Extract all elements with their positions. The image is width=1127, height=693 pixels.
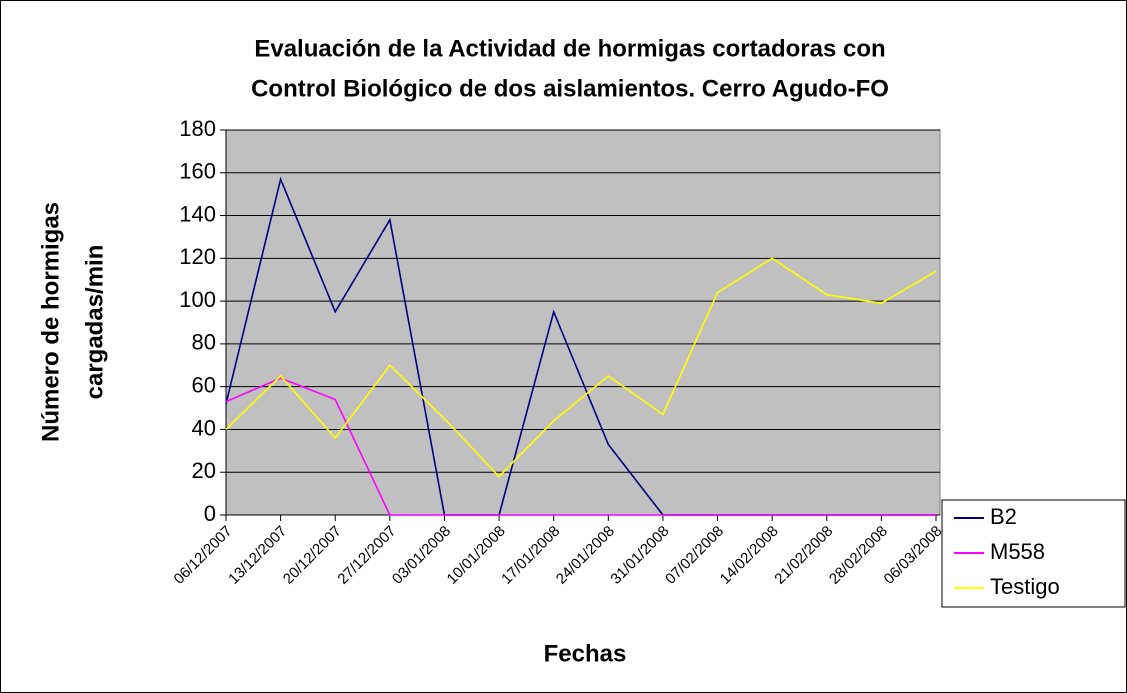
legend-label: Testigo — [990, 574, 1060, 599]
y-tick-label: 180 — [179, 116, 216, 141]
plot-area — [225, 129, 941, 516]
y-axis-label: Número de hormigas — [37, 202, 64, 442]
y-tick-label: 80 — [192, 330, 216, 355]
y-tick-label: 40 — [192, 415, 216, 440]
y-tick-label: 20 — [192, 458, 216, 483]
series-line — [225, 257, 937, 478]
y-tick-label: 140 — [179, 201, 216, 226]
y-tick-label: 160 — [179, 159, 216, 184]
y-axis-label: cargadas/min — [81, 245, 108, 400]
series-line — [225, 377, 936, 516]
x-axis-label: Fechas — [544, 640, 627, 667]
chart-title: Evaluación de la Actividad de hormigas c… — [254, 35, 885, 62]
y-tick-label: 120 — [179, 244, 216, 269]
y-tick-label: 100 — [179, 287, 216, 312]
legend-label: B2 — [990, 504, 1017, 529]
chart-title: Control Biológico de dos aislamientos. C… — [251, 75, 889, 102]
legend-label: M558 — [990, 539, 1045, 564]
y-tick-label: 60 — [192, 372, 216, 397]
y-tick-label: 0 — [204, 501, 216, 526]
